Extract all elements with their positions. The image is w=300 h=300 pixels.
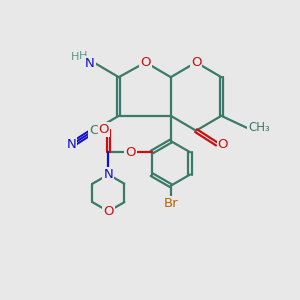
Text: O: O bbox=[99, 123, 109, 136]
Text: H: H bbox=[79, 51, 87, 61]
Text: O: O bbox=[191, 56, 201, 69]
Text: CH₃: CH₃ bbox=[248, 121, 270, 134]
Text: O: O bbox=[103, 205, 114, 218]
Text: N: N bbox=[85, 57, 95, 70]
Text: O: O bbox=[140, 56, 151, 69]
Text: N: N bbox=[103, 168, 113, 181]
Text: C: C bbox=[89, 124, 98, 137]
Text: H: H bbox=[71, 52, 79, 62]
Text: Br: Br bbox=[164, 197, 178, 210]
Text: O: O bbox=[125, 146, 136, 159]
Text: O: O bbox=[218, 138, 228, 151]
Text: N: N bbox=[66, 138, 76, 151]
